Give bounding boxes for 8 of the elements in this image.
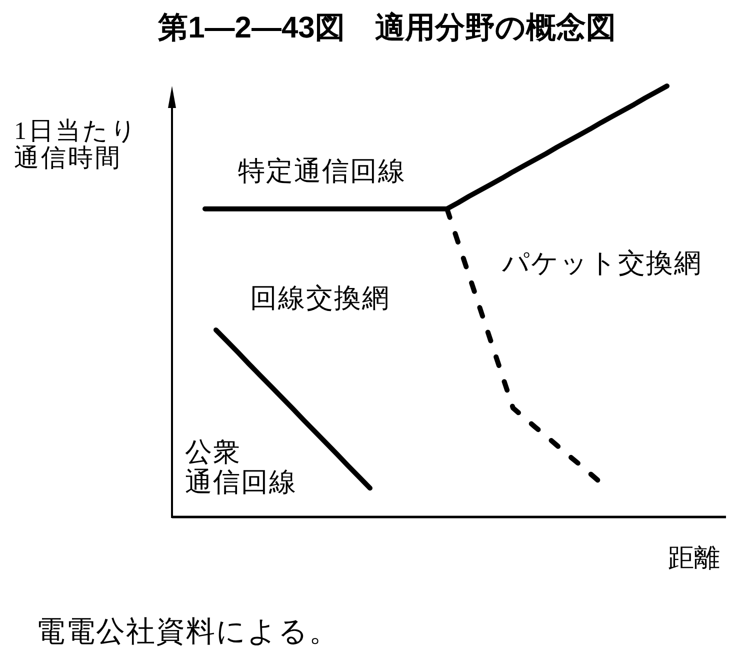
xlabel: 距離 <box>668 544 720 572</box>
annotation: 電電公社資料による。 <box>36 616 339 648</box>
annotation: 公衆通信回線 <box>185 437 297 497</box>
ylabel: 1日当たり通信時間 <box>14 118 138 172</box>
annotation: 回線交換網 <box>250 283 390 313</box>
annotation: 特定通信回線 <box>238 156 406 186</box>
annotation: パケット交換網 <box>502 248 702 278</box>
title: 第1—2—43図 適用分野の概念図 <box>158 12 616 44</box>
